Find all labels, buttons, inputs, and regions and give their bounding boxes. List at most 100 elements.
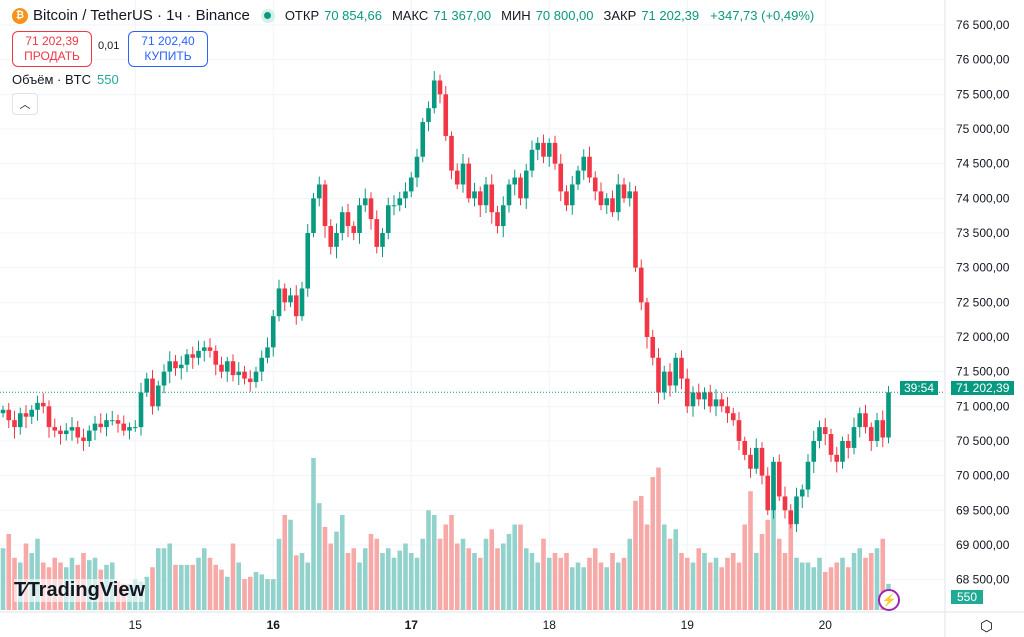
candle-body xyxy=(190,354,196,358)
candle-body xyxy=(477,191,483,206)
candle-body xyxy=(529,149,535,171)
tradingview-logo[interactable]: T⁄ TradingView xyxy=(14,579,146,602)
candle-body xyxy=(500,205,506,227)
candle-body xyxy=(742,440,748,455)
y-tick-label: 69 000,00 xyxy=(956,538,1010,552)
volume-bar xyxy=(782,553,788,610)
volume-bar xyxy=(834,562,840,610)
candle-body xyxy=(765,475,771,511)
candle-body xyxy=(167,361,173,372)
y-tick-label: 69 500,00 xyxy=(956,503,1010,517)
candle-body xyxy=(558,163,564,192)
volume-bar xyxy=(201,548,207,610)
candle-body xyxy=(0,409,6,414)
candle-body xyxy=(707,392,713,407)
candle-body xyxy=(351,226,357,233)
open-label: ОТКР xyxy=(284,8,320,23)
volume-bar xyxy=(667,538,673,610)
candle-body xyxy=(178,364,184,369)
volume-bar xyxy=(247,576,253,610)
volume-bar xyxy=(178,564,184,610)
candle-body xyxy=(840,440,845,462)
candle-body xyxy=(851,427,857,448)
sell-button[interactable]: 71 202,39 ПРОДАТЬ xyxy=(12,31,92,67)
candle-body xyxy=(242,371,247,379)
volume-bar xyxy=(236,562,242,610)
candle-body xyxy=(362,198,368,206)
volume-bar xyxy=(184,564,190,610)
candle-body xyxy=(564,191,569,206)
sell-label: ПРОДАТЬ xyxy=(24,49,80,63)
volume-bar xyxy=(828,567,834,610)
buy-button[interactable]: 71 202,40 КУПИТЬ xyxy=(128,31,208,67)
volume-bar xyxy=(144,576,150,610)
candle-body xyxy=(667,371,673,386)
candle-body xyxy=(247,378,253,383)
candle-body xyxy=(874,420,880,441)
volume-bar xyxy=(857,548,863,610)
candle-body xyxy=(334,232,339,247)
low-value: 70 800,00 xyxy=(535,8,594,23)
candle-body xyxy=(230,361,236,376)
candle-body xyxy=(546,142,552,157)
volume-bar xyxy=(443,524,449,610)
bitcoin-icon: ₿ xyxy=(12,7,28,24)
change-value: +347,73 (+0,49%) xyxy=(710,8,815,23)
candle-body xyxy=(380,232,385,247)
volume-bar xyxy=(776,538,782,610)
volume-bar xyxy=(633,500,638,610)
lightning-icon[interactable]: ⚡ xyxy=(878,589,900,611)
volume-label: Объём · BTC xyxy=(12,72,91,87)
volume-bar xyxy=(638,496,644,610)
low-label: МИН xyxy=(501,8,531,23)
candle-body xyxy=(311,198,316,233)
candle-body xyxy=(880,420,886,438)
candle-body xyxy=(454,170,460,185)
candle-body xyxy=(472,191,477,199)
volume-bar xyxy=(213,564,219,610)
symbol-title[interactable]: Bitcoin / TetherUS · 1ч · Binance xyxy=(33,7,250,24)
x-tick-label: 17 xyxy=(405,618,419,632)
volume-bar xyxy=(621,557,627,610)
volume-bar xyxy=(426,510,431,610)
volume-bar xyxy=(742,524,748,610)
candle-body xyxy=(736,420,742,441)
candle-body xyxy=(92,423,98,431)
candle-body xyxy=(224,361,230,372)
candle-body xyxy=(460,163,466,185)
candle-body xyxy=(719,399,725,407)
chevron-up-icon: ︿ xyxy=(19,99,31,111)
volume-bar xyxy=(391,557,397,610)
candle-body xyxy=(161,371,167,386)
candle-body xyxy=(357,205,362,233)
candle-countdown-tag: 39:54 xyxy=(900,381,939,395)
y-tick-label: 74 000,00 xyxy=(956,191,1010,205)
candle-body xyxy=(391,205,397,207)
volume-bar xyxy=(569,567,575,610)
volume-bar xyxy=(35,538,40,610)
candle-body xyxy=(615,184,621,213)
candle-body xyxy=(299,288,305,317)
volume-legend[interactable]: Объём · BTC 550 xyxy=(12,72,119,87)
open-value: 70 854,66 xyxy=(324,8,382,23)
x-tick-label: 16 xyxy=(267,618,281,632)
volume-bar xyxy=(339,515,345,610)
volume-bar xyxy=(420,538,426,610)
volume-bar xyxy=(190,564,196,610)
volume-bar xyxy=(477,557,483,610)
collapse-legend-button[interactable]: ︿ xyxy=(12,93,38,115)
volume-bar xyxy=(311,458,316,610)
volume-bar xyxy=(161,548,167,610)
volume-bar xyxy=(759,534,765,610)
volume-bar xyxy=(489,529,495,610)
candle-body xyxy=(288,295,293,303)
candle-body xyxy=(305,232,311,289)
volume-bar xyxy=(270,579,276,610)
volume-bar xyxy=(259,574,265,610)
symbol-legend: ₿ Bitcoin / TetherUS · 1ч · Binance ОТКР… xyxy=(12,7,814,24)
candle-body xyxy=(799,489,805,497)
candle-body xyxy=(81,437,86,441)
volume-bar xyxy=(587,557,592,610)
settings-icon[interactable]: ⬡ xyxy=(980,618,994,635)
